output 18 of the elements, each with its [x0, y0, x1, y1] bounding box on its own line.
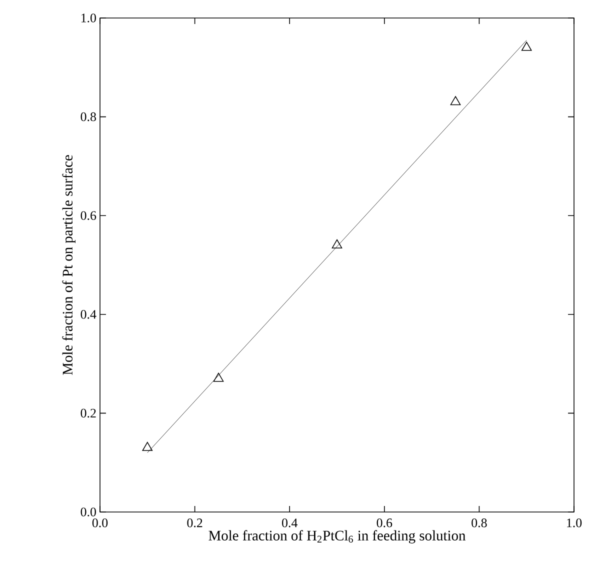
x-tick-label: 0.8 — [472, 518, 487, 528]
point — [450, 96, 461, 106]
x-tick-label: 1.0 — [567, 518, 582, 528]
point — [213, 372, 224, 382]
y-axis-title: Mole fraction of Pt on particle surface — [62, 155, 76, 375]
y-tick-label: 0.0 — [80, 508, 96, 516]
y-tick-label: 0.4 — [80, 310, 96, 319]
x-tick-label: 0.4 — [282, 518, 298, 528]
point — [142, 442, 153, 451]
x-tick-label: 0.6 — [376, 518, 392, 528]
x-axis-title: Mole fraction of H$_{2}$PtCl$_{6}$ in feeding solution — [208, 530, 466, 544]
x-tick-label: 0.2 — [187, 518, 202, 528]
y-tick-label: 0.8 — [80, 112, 96, 122]
x-tick-label: 0.0 — [92, 518, 108, 528]
y-tick-label: 0.2 — [80, 408, 96, 418]
y-tick-label: 1.0 — [81, 14, 96, 22]
point — [332, 239, 342, 248]
y-tick-label: 0.6 — [80, 211, 96, 220]
